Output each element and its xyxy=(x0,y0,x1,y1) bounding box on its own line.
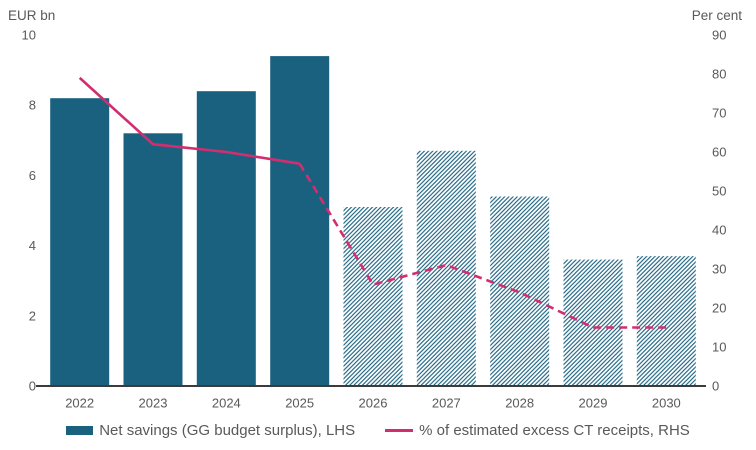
x-axis-label: 2025 xyxy=(285,396,314,411)
left-axis-tick: 8 xyxy=(29,98,36,113)
x-axis-label: 2026 xyxy=(359,396,388,411)
bar-2028 xyxy=(490,196,550,386)
bar-legend-label: Net savings (GG budget surplus), LHS xyxy=(99,421,356,439)
x-axis-label: 2022 xyxy=(65,396,94,411)
right-axis-tick: 90 xyxy=(712,28,726,43)
bar-legend-swatch xyxy=(66,425,94,435)
right-axis-title: Per cent xyxy=(691,8,742,23)
bar-2026 xyxy=(343,207,403,386)
right-axis-tick: 70 xyxy=(712,106,726,121)
bar-2023 xyxy=(123,133,183,386)
x-axis-label: 2027 xyxy=(432,396,461,411)
right-axis-tick: 0 xyxy=(712,379,719,394)
right-axis-tick: 20 xyxy=(712,301,726,316)
right-axis-tick: 40 xyxy=(712,223,726,238)
bar-2025 xyxy=(270,56,330,386)
left-axis-tick: 0 xyxy=(29,379,36,394)
left-axis-tick: 4 xyxy=(29,238,36,253)
line-series-dashed xyxy=(298,163,667,329)
line-legend-swatch xyxy=(385,428,414,432)
x-axis-label: 2023 xyxy=(139,396,168,411)
right-axis-tick: 60 xyxy=(712,145,726,160)
left-axis-tick: 10 xyxy=(22,28,36,43)
x-axis-label: 2029 xyxy=(579,396,608,411)
legend-item-bars: Net savings (GG budget surplus), LHS xyxy=(66,422,355,439)
left-axis-title: EUR bn xyxy=(8,8,56,23)
bar-2027 xyxy=(416,150,476,386)
bar-2024 xyxy=(196,91,256,386)
right-axis-tick: 10 xyxy=(712,340,726,355)
line-series-solid xyxy=(78,76,300,165)
x-axis-label: 2028 xyxy=(505,396,534,411)
bar-2022 xyxy=(50,98,110,386)
legend: Net savings (GG budget surplus), LHS % o… xyxy=(0,416,756,444)
left-axis-tick: 2 xyxy=(29,308,36,323)
line-legend-label: % of estimated excess CT receipts, RHS xyxy=(419,421,690,439)
left-axis-tick: 6 xyxy=(29,168,36,183)
legend-item-line: % of estimated excess CT receipts, RHS xyxy=(385,422,690,439)
bar-2029 xyxy=(563,259,623,386)
bar-2030 xyxy=(636,256,696,386)
x-axis-label: 2024 xyxy=(212,396,241,411)
right-axis-tick: 30 xyxy=(712,262,726,277)
right-axis-tick: 80 xyxy=(712,67,726,82)
x-axis-label: 2030 xyxy=(652,396,681,411)
right-axis-tick: 50 xyxy=(712,184,726,199)
